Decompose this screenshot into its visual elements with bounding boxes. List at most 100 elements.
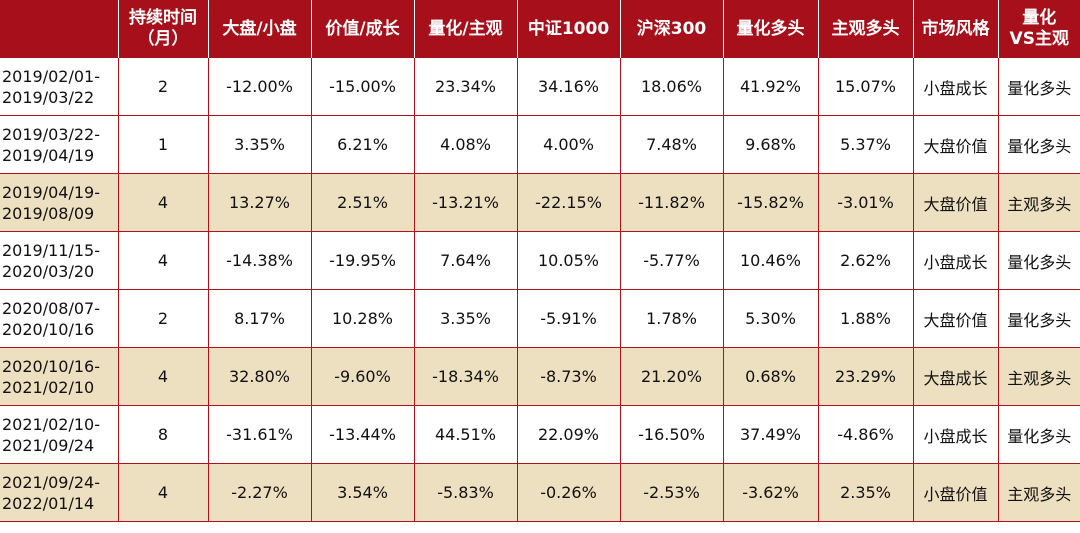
header-row: 持续时间 （月） 大盘/小盘 价值/成长 量化/主观 中证1000 沪深300 … [0, 0, 1080, 58]
cell-csi1000: -5.91% [516, 289, 620, 348]
cell-large-small: -12.00% [207, 58, 311, 116]
cell-large-small: 13.27% [207, 173, 311, 232]
cell-period: 2019/02/01- 2019/03/22 [0, 58, 118, 116]
cell-winner: 主观多头 [997, 463, 1080, 522]
cell-duration: 8 [117, 405, 208, 464]
period-end: 2020/03/20 [2, 261, 95, 281]
cell-subj-long: 15.07% [817, 58, 913, 116]
cell-winner: 主观多头 [997, 173, 1080, 232]
period-start: 2019/11/15- [2, 240, 100, 260]
header-quant-vs-subjective: 量化 VS主观 [997, 0, 1080, 58]
cell-hs300: -2.53% [619, 463, 723, 522]
cell-quant-long: 41.92% [722, 58, 818, 116]
table-body: 2019/02/01- 2019/03/22 2 -12.00% -15.00% 23.3… [0, 58, 1080, 522]
cell-market-style: 小盘价值 [912, 463, 998, 522]
cell-large-small: -31.61% [207, 405, 311, 464]
cell-value-growth: -15.00% [310, 58, 414, 116]
header-hs300: 沪深300 [619, 0, 723, 58]
cell-duration: 2 [117, 58, 208, 116]
cell-period: 2020/10/16- 2021/02/10 [0, 347, 118, 406]
cell-period: 2020/08/07- 2020/10/16 [0, 289, 118, 348]
cell-duration: 2 [117, 289, 208, 348]
cell-quant-subjective: -5.83% [413, 463, 517, 522]
cell-hs300: 21.20% [619, 347, 723, 406]
cell-quant-long: 9.68% [722, 115, 818, 174]
period-start: 2019/02/01- [2, 66, 100, 86]
header-period [0, 0, 118, 58]
cell-quant-subjective: 4.08% [413, 115, 517, 174]
cell-csi1000: -22.15% [516, 173, 620, 232]
table-row: 2019/04/19- 2019/08/09 4 13.27% 2.51% -13.21%… [0, 173, 1080, 232]
table-header: 持续时间 （月） 大盘/小盘 价值/成长 量化/主观 中证1000 沪深300 … [0, 0, 1080, 58]
cell-quant-long: 10.46% [722, 231, 818, 290]
header-duration: 持续时间 （月） [117, 0, 208, 58]
cell-market-style: 大盘成长 [912, 347, 998, 406]
cell-quant-subjective: -18.34% [413, 347, 517, 406]
cell-duration: 4 [117, 231, 208, 290]
cell-period: 2021/02/10- 2021/09/24 [0, 405, 118, 464]
cell-hs300: 7.48% [619, 115, 723, 174]
cell-value-growth: 10.28% [310, 289, 414, 348]
cell-csi1000: 34.16% [516, 58, 620, 116]
cell-quant-long: -3.62% [722, 463, 818, 522]
table-row: 2020/08/07- 2020/10/16 2 8.17% 10.28% 3.35% -5… [0, 289, 1080, 348]
table-row: 2021/09/24- 2022/01/14 4 -2.27% 3.54% -5.83% -… [0, 463, 1080, 522]
table-row: 2019/11/15- 2020/03/20 4 -14.38% -19.95% 7.64… [0, 231, 1080, 290]
cell-market-style: 小盘成长 [912, 58, 998, 116]
cell-winner: 主观多头 [997, 347, 1080, 406]
cell-value-growth: -13.44% [310, 405, 414, 464]
table-row: 2020/10/16- 2021/02/10 4 32.80% -9.60% -18.34… [0, 347, 1080, 406]
cell-large-small: -14.38% [207, 231, 311, 290]
cell-period: 2021/09/24- 2022/01/14 [0, 463, 118, 522]
cell-subj-long: 1.88% [817, 289, 913, 348]
table-row: 2019/02/01- 2019/03/22 2 -12.00% -15.00% 23.3… [0, 58, 1080, 116]
period-start: 2021/02/10- [2, 414, 100, 434]
cell-market-style: 大盘价值 [912, 115, 998, 174]
table-row: 2021/02/10- 2021/09/24 8 -31.61% -13.44% 44.5… [0, 405, 1080, 464]
cell-quant-subjective: -13.21% [413, 173, 517, 232]
cell-subj-long: -3.01% [817, 173, 913, 232]
period-start: 2019/04/19- [2, 182, 100, 202]
cell-quant-subjective: 3.35% [413, 289, 517, 348]
cell-winner: 量化多头 [997, 58, 1080, 116]
period-start: 2020/08/07- [2, 298, 100, 318]
cell-market-style: 大盘价值 [912, 289, 998, 348]
style-performance-table: 持续时间 （月） 大盘/小盘 价值/成长 量化/主观 中证1000 沪深300 … [0, 0, 1080, 522]
cell-large-small: 8.17% [207, 289, 311, 348]
period-start: 2021/09/24- [2, 472, 100, 492]
cell-quant-long: 5.30% [722, 289, 818, 348]
cell-duration: 4 [117, 347, 208, 406]
cell-winner: 量化多头 [997, 115, 1080, 174]
cell-winner: 量化多头 [997, 405, 1080, 464]
header-value-growth: 价值/成长 [310, 0, 414, 58]
cell-market-style: 小盘成长 [912, 231, 998, 290]
cell-large-small: 32.80% [207, 347, 311, 406]
period-end: 2019/08/09 [2, 203, 95, 223]
cell-subj-long: 23.29% [817, 347, 913, 406]
cell-quant-subjective: 7.64% [413, 231, 517, 290]
cell-csi1000: 22.09% [516, 405, 620, 464]
cell-value-growth: -19.95% [310, 231, 414, 290]
cell-subj-long: -4.86% [817, 405, 913, 464]
period-end: 2019/04/19 [2, 145, 95, 165]
cell-value-growth: -9.60% [310, 347, 414, 406]
cell-value-growth: 3.54% [310, 463, 414, 522]
period-start: 2020/10/16- [2, 356, 100, 376]
cell-winner: 量化多头 [997, 231, 1080, 290]
cell-winner: 量化多头 [997, 289, 1080, 348]
period-end: 2022/01/14 [2, 493, 95, 513]
header-subj-long: 主观多头 [817, 0, 913, 58]
cell-quant-subjective: 23.34% [413, 58, 517, 116]
header-quant-long: 量化多头 [722, 0, 818, 58]
cell-large-small: -2.27% [207, 463, 311, 522]
period-end: 2020/10/16 [2, 319, 95, 339]
table-row: 2019/03/22- 2019/04/19 1 3.35% 6.21% 4.08% 4.0… [0, 115, 1080, 174]
header-quant-subjective: 量化/主观 [413, 0, 517, 58]
cell-subj-long: 2.62% [817, 231, 913, 290]
cell-period: 2019/04/19- 2019/08/09 [0, 173, 118, 232]
cell-duration: 1 [117, 115, 208, 174]
cell-hs300: 18.06% [619, 58, 723, 116]
cell-hs300: -11.82% [619, 173, 723, 232]
cell-quant-long: 37.49% [722, 405, 818, 464]
cell-quant-subjective: 44.51% [413, 405, 517, 464]
